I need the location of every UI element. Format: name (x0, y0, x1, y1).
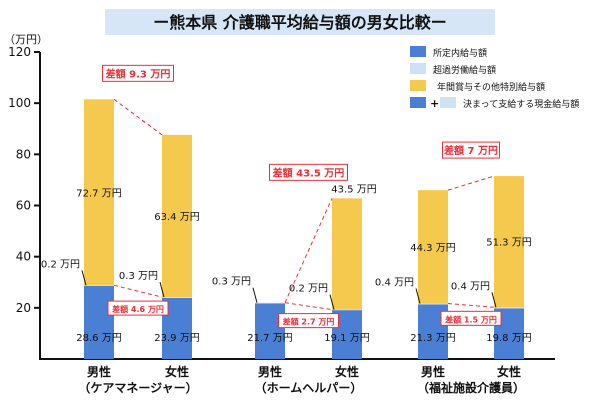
y-tick-label: 100 (8, 96, 31, 110)
x-category-label: 女性 (335, 364, 359, 379)
total-diff-box (102, 64, 174, 82)
base-diff-box (107, 300, 169, 316)
legend-label: 決まって支給する現金給与額 (463, 98, 579, 110)
y-tick-label: 60 (16, 199, 31, 213)
overtime-value-label: 0.2 万円 (41, 259, 80, 270)
x-category-label: 男性 (87, 364, 111, 379)
x-category-label: 男性 (258, 364, 282, 379)
base-diff-line (447, 302, 495, 308)
x-category-label: 女性 (497, 364, 521, 379)
x-category-label: 男性 (421, 364, 445, 379)
leader-line (329, 294, 335, 310)
leader-line (159, 281, 165, 298)
base-diff-line (284, 302, 333, 311)
x-group-label: （福祉施設介護員） (417, 380, 525, 395)
bonus-value-label: 72.7 万円 (76, 188, 121, 199)
legend-swatch (440, 97, 456, 108)
legend-label: 超過労働給与額 (433, 64, 496, 76)
y-tick-label: 40 (16, 250, 31, 264)
total-diff-label: 差額 9.3 万円 (106, 67, 171, 80)
x-category-label: 女性 (165, 364, 189, 379)
total-diff-line (113, 98, 163, 136)
bar-segment-overtime (332, 309, 362, 311)
bar-segment-overtime (494, 307, 524, 309)
overtime-value-label: 0.3 万円 (212, 277, 251, 288)
total-diff-label: 差額 43.5 万円 (273, 166, 345, 179)
bar-segment-base (255, 303, 285, 359)
y-tick-label: 80 (16, 147, 31, 161)
legend-swatch (410, 63, 426, 74)
leader-line (491, 292, 497, 308)
legend-swatch (410, 46, 426, 57)
legend-label: 所定内給与額 (433, 47, 487, 59)
bar-segment-bonus (418, 190, 448, 304)
legend-swatch (410, 80, 426, 91)
legend-plus: + (430, 97, 439, 110)
bar-segment-bonus (494, 176, 524, 308)
total-diff-line (284, 198, 333, 303)
bonus-value-label: 63.4 万円 (154, 212, 199, 223)
bar-segment-overtime (162, 297, 192, 298)
x-group-label: （ホームヘルパー） (255, 380, 363, 395)
leader-line (81, 270, 87, 286)
overtime-value-label: 0.4 万円 (375, 277, 414, 288)
base-value-label: 28.6 万円 (76, 333, 121, 344)
base-value-label: 19.1 万円 (324, 333, 369, 344)
x-group-label: （ケアマネージャー） (78, 380, 197, 395)
base-diff-label: 差額 2.7 万円 (282, 317, 335, 327)
base-diff-line (113, 284, 163, 298)
bonus-value-label: 51.3 万円 (486, 238, 531, 249)
y-tick-label: 120 (8, 45, 31, 59)
base-diff-box (278, 313, 339, 329)
total-diff-box (442, 141, 500, 159)
total-diff-line (447, 175, 495, 191)
bar-segment-bonus (332, 198, 362, 310)
bonus-value-label: 44.3 万円 (410, 243, 455, 254)
bar-segment-overtime (255, 302, 285, 304)
bar-segment-overtime (418, 303, 448, 305)
overtime-value-label: 0.2 万円 (289, 284, 328, 295)
legend-swatch (410, 97, 426, 108)
bar-segment-bonus (84, 99, 114, 286)
overtime-value-label: 0.3 万円 (119, 271, 158, 282)
chart-title: ー熊本県 介護職平均給与額の男女比較ー (153, 13, 447, 32)
bar-segment-base (84, 285, 114, 359)
base-diff-label: 差額 1.5 万円 (444, 314, 497, 324)
base-value-label: 21.7 万円 (247, 333, 292, 344)
total-diff-box (269, 163, 348, 181)
bonus-value-label: 43.5 万円 (331, 184, 376, 195)
base-diff-box (440, 310, 502, 326)
y-axis-unit-label: （万円） (4, 33, 48, 46)
title-background (105, 9, 495, 35)
leader-line (415, 288, 421, 304)
overtime-value-label: 0.4 万円 (451, 281, 490, 292)
base-value-label: 19.8 万円 (486, 333, 531, 344)
bar-segment-bonus (162, 134, 192, 298)
total-diff-label: 差額 7 万円 (444, 144, 498, 157)
base-value-label: 21.3 万円 (410, 333, 455, 344)
y-tick-label: 20 (16, 301, 31, 315)
leader-line (252, 287, 258, 303)
base-value-label: 23.9 万円 (154, 333, 199, 344)
legend-label: 年間賞与その他特別給与額 (437, 81, 545, 93)
base-diff-label: 差額 4.6 万円 (111, 304, 164, 314)
bar-segment-overtime (84, 285, 114, 286)
